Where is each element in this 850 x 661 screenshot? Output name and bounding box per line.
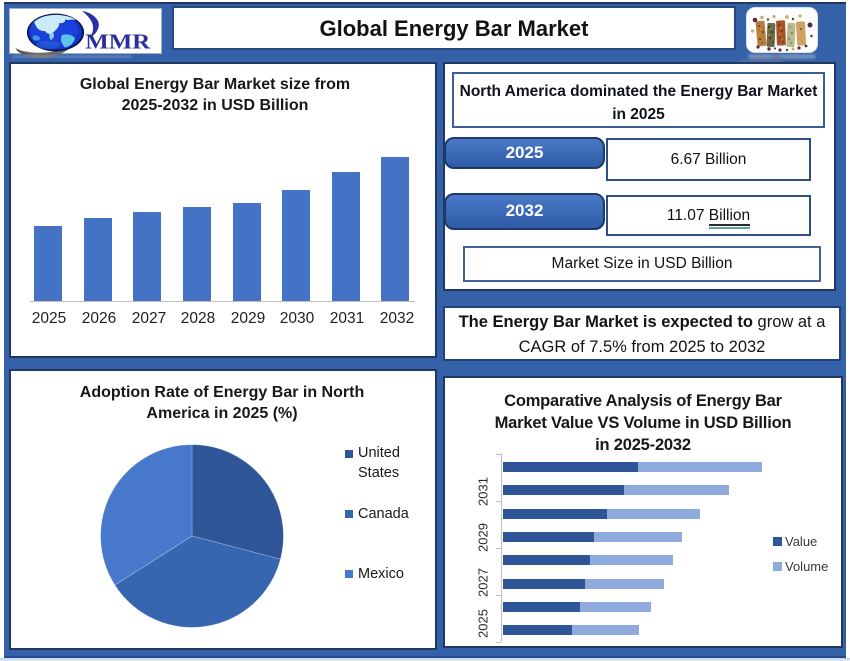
svg-text:MMR: MMR xyxy=(85,29,151,53)
